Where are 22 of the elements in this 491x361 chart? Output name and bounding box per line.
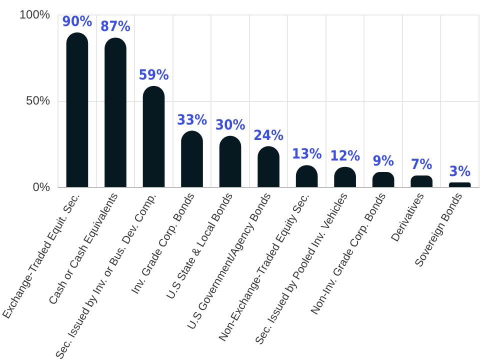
y-tick-label: 50% xyxy=(26,94,50,108)
bar xyxy=(258,146,280,187)
data-label: 87% xyxy=(100,19,131,36)
data-label: 13% xyxy=(292,146,322,163)
bar xyxy=(219,136,242,187)
bar xyxy=(142,86,165,187)
data-label: 7% xyxy=(410,157,433,174)
data-label: 30% xyxy=(215,117,246,134)
data-label: 33% xyxy=(176,112,208,128)
bar xyxy=(448,182,471,187)
bar xyxy=(104,38,126,187)
bar xyxy=(66,32,88,187)
bar xyxy=(181,130,203,187)
data-label: 90% xyxy=(62,14,93,30)
y-tick-label: 0% xyxy=(32,180,50,194)
data-label: 3% xyxy=(449,164,471,180)
data-label: 9% xyxy=(372,154,394,170)
bar xyxy=(410,175,433,187)
data-label: 12% xyxy=(330,148,361,164)
data-label: 24% xyxy=(253,128,284,144)
y-tick-label: 100% xyxy=(19,8,50,22)
data-label: 59% xyxy=(138,67,170,84)
